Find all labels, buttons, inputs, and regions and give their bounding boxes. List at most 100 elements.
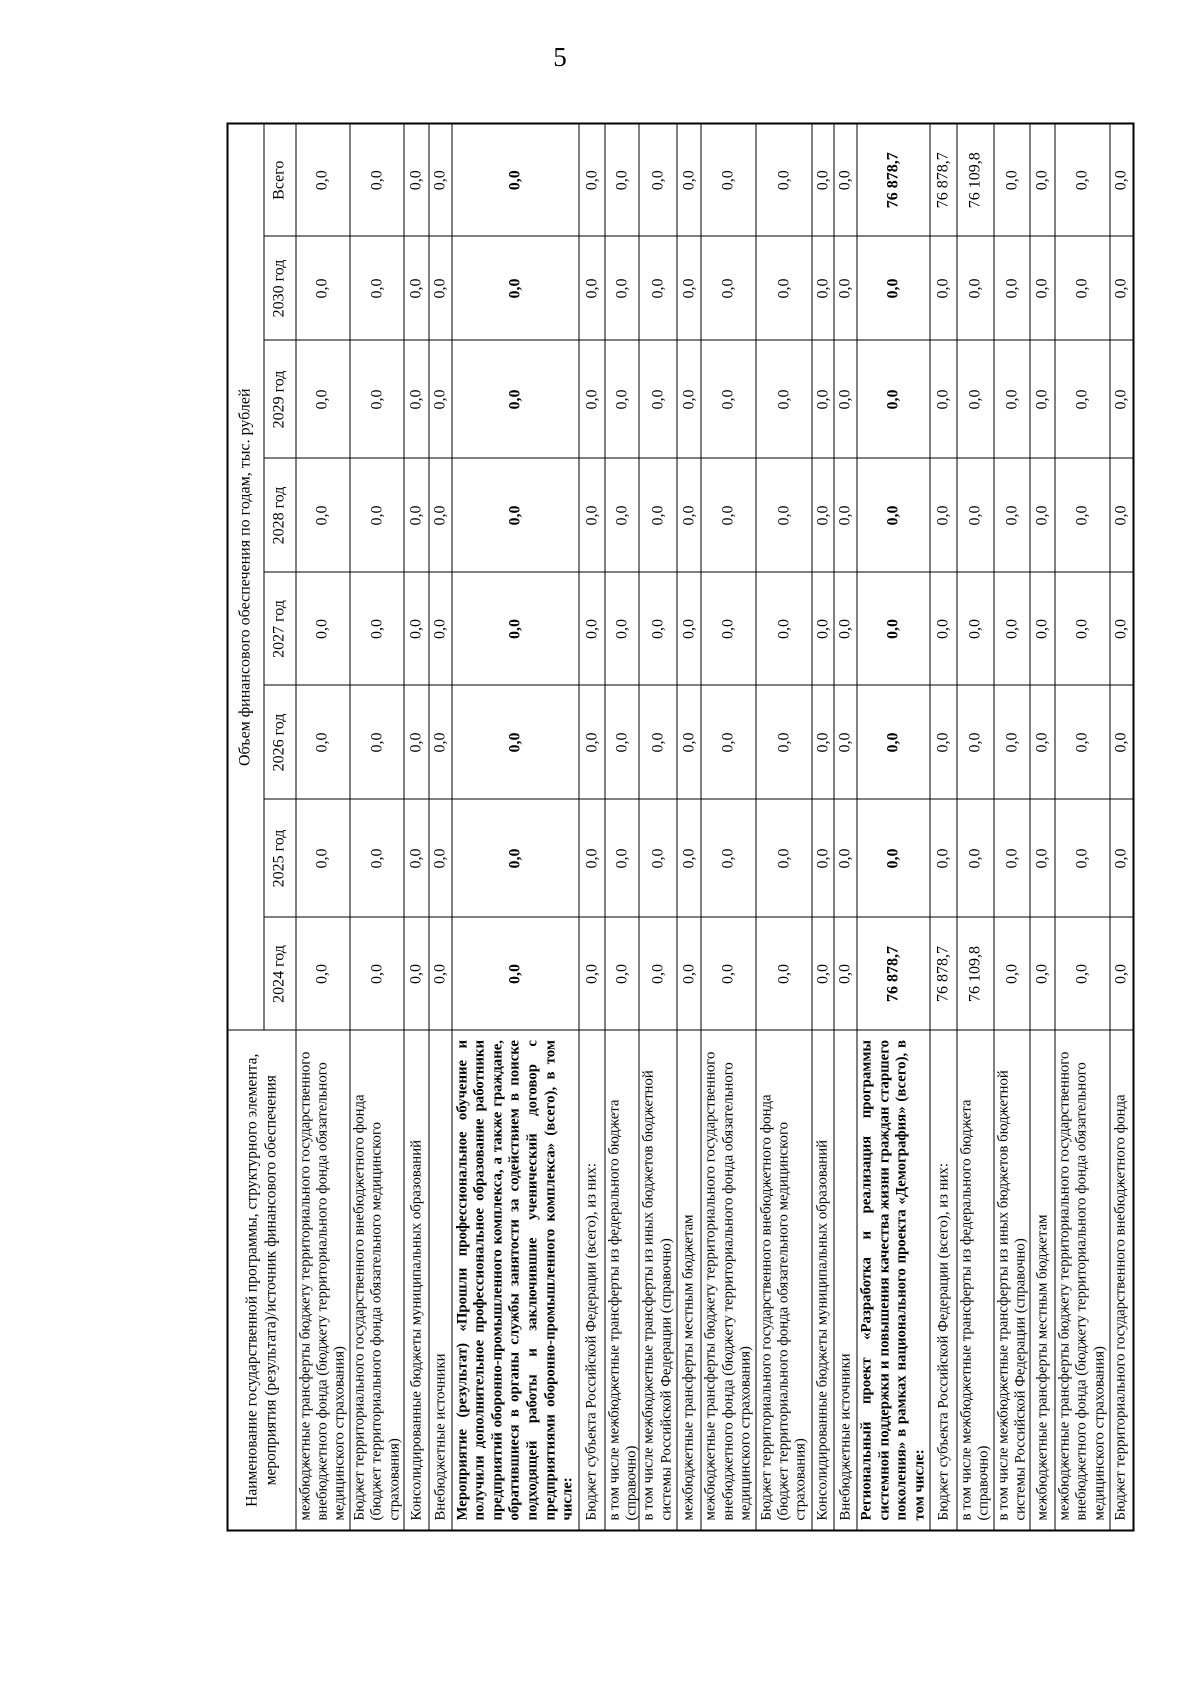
value-cell: 0,0 (604, 236, 639, 340)
value-cell: 0,0 (1054, 685, 1110, 799)
row-label: в том числе межбюджетные трансферты из и… (993, 1030, 1030, 1530)
value-cell: 0,0 (451, 122, 579, 236)
value-cell: 0,0 (1109, 917, 1134, 1030)
value-cell: 0,0 (451, 917, 579, 1030)
value-cell: 0,0 (451, 340, 579, 458)
value-cell: 0,0 (1029, 458, 1055, 572)
row-label: Региональный проект «Разработка и реализ… (856, 1030, 930, 1530)
row-label-text: Внебюджетные источники (836, 1352, 853, 1520)
value-cell: 0,0 (856, 236, 930, 340)
value-cell: 0,0 (993, 122, 1030, 236)
row-label: в том числе межбюджетные трансферты из ф… (604, 1030, 639, 1530)
value-cell: 0,0 (676, 685, 701, 799)
value-cell: 0,0 (349, 685, 404, 799)
value-cell: 0,0 (1054, 917, 1110, 1030)
value-cell: 0,0 (403, 685, 429, 799)
row-label: Консолидированные бюджеты муниципальных … (403, 1030, 429, 1530)
value-cell: 0,0 (811, 685, 834, 799)
value-cell: 0,0 (833, 122, 857, 236)
value-cell: 0,0 (811, 236, 834, 340)
value-cell: 0,0 (676, 122, 701, 236)
value-cell: 0,0 (428, 917, 452, 1030)
value-cell: 0,0 (755, 236, 812, 340)
value-cell: 0,0 (428, 122, 452, 236)
table-row: Региональный проект «Разработка и реализ… (856, 122, 930, 1530)
table-row: межбюджетные трансферты местным бюджетам… (1029, 122, 1055, 1530)
row-label: Бюджет субъекта Российской Федерации (вс… (578, 1030, 605, 1530)
value-cell: 76 878,7 (929, 122, 957, 236)
value-cell: 0,0 (993, 685, 1030, 799)
value-cell: 0,0 (428, 458, 452, 572)
value-cell: 0,0 (929, 685, 957, 799)
value-cell: 0,0 (428, 340, 452, 458)
value-cell: 0,0 (956, 572, 994, 685)
page-number: 5 (553, 42, 567, 72)
value-cell: 0,0 (856, 799, 930, 917)
row-label-text: Мероприятие (результат) «Прошли професси… (453, 1039, 576, 1521)
value-cell: 0,0 (993, 236, 1030, 340)
value-cell: 0,0 (403, 340, 429, 458)
value-cell: 0,0 (428, 572, 452, 685)
value-cell: 0,0 (604, 917, 639, 1030)
value-cell: 0,0 (1109, 458, 1134, 572)
value-cell: 0,0 (956, 340, 994, 458)
table-row: в том числе межбюджетные трансферты из и… (638, 122, 677, 1530)
table-row: межбюджетные трансферты бюджету территор… (295, 122, 350, 1530)
row-label-text: Бюджет территориального государственного… (757, 1093, 809, 1520)
value-cell: 0,0 (1054, 122, 1110, 236)
value-cell: 0,0 (856, 572, 930, 685)
row-label-text: в том числе межбюджетные трансферты из ф… (958, 1098, 992, 1520)
value-cell: 0,0 (1029, 572, 1055, 685)
value-cell: 0,0 (1109, 799, 1134, 917)
value-cell: 0,0 (856, 340, 930, 458)
value-cell: 0,0 (676, 340, 701, 458)
row-label: межбюджетные трансферты местным бюджетам (1029, 1030, 1055, 1530)
value-cell: 0,0 (638, 122, 677, 236)
value-cell: 0,0 (1029, 122, 1055, 236)
table-row: Бюджет субъекта Российской Федерации (вс… (929, 122, 957, 1530)
value-cell: 0,0 (700, 458, 756, 572)
value-cell: 0,0 (1054, 236, 1110, 340)
value-cell: 0,0 (428, 799, 452, 917)
value-cell: 0,0 (349, 572, 404, 685)
year-header: Всего (263, 122, 295, 236)
row-label-text: Консолидированные бюджеты муниципальных … (814, 1139, 830, 1520)
value-cell: 0,0 (1109, 122, 1134, 236)
row-label-text: межбюджетные трансферты бюджету территор… (702, 1051, 753, 1520)
value-cell: 0,0 (755, 799, 812, 917)
value-cell: 0,0 (755, 458, 812, 572)
value-cell: 0,0 (811, 572, 834, 685)
value-cell: 0,0 (349, 799, 404, 917)
value-cell: 76 878,7 (929, 917, 957, 1030)
value-cell: 0,0 (1029, 685, 1055, 799)
value-cell: 0,0 (1054, 572, 1110, 685)
row-label-text: в том числе межбюджетные трансферты из ф… (606, 1098, 639, 1520)
row-label-text: Бюджет субъекта Российской Федерации (вс… (583, 1162, 599, 1520)
value-cell: 0,0 (1054, 340, 1110, 458)
value-cell: 0,0 (755, 122, 812, 236)
row-label-text: Региональный проект «Разработка и реализ… (858, 1039, 927, 1521)
row-label: межбюджетные трансферты бюджету территор… (295, 1030, 350, 1530)
table-row: Бюджет территориального государственного… (349, 122, 404, 1530)
value-cell: 0,0 (638, 340, 677, 458)
value-cell: 0,0 (638, 917, 677, 1030)
value-cell: 0,0 (700, 340, 756, 458)
row-label: межбюджетные трансферты бюджету территор… (700, 1030, 756, 1530)
row-label-text: межбюджетные трансферты местным бюджетам (680, 1213, 696, 1520)
value-cell: 0,0 (929, 340, 957, 458)
value-cell: 0,0 (956, 236, 994, 340)
value-cell: 0,0 (349, 458, 404, 572)
value-cell: 0,0 (638, 685, 677, 799)
value-cell: 76 878,7 (856, 122, 930, 236)
row-label: Консолидированные бюджеты муниципальных … (811, 1030, 834, 1530)
row-label-text: Консолидированные бюджеты муниципальных … (407, 1139, 424, 1520)
value-cell: 0,0 (1029, 917, 1055, 1030)
table-row: межбюджетные трансферты бюджету территор… (700, 122, 756, 1530)
value-cell: 0,0 (956, 458, 994, 572)
value-cell: 0,0 (700, 917, 756, 1030)
table-row: Мероприятие (результат) «Прошли професси… (451, 122, 579, 1530)
value-cell: 0,0 (295, 685, 350, 799)
finance-table: Наименование государственной программы, … (226, 121, 1135, 1531)
value-cell: 0,0 (349, 917, 404, 1030)
